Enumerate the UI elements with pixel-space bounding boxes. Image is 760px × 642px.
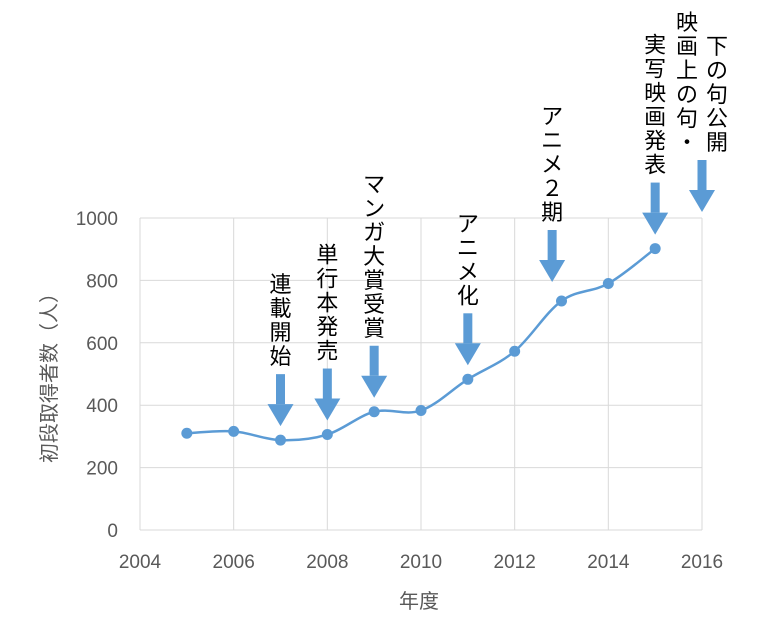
- annotation-arrow-head: [689, 190, 715, 212]
- annotation-arrow-shaft: [276, 374, 285, 405]
- annotation-char: の: [706, 59, 728, 84]
- annotation-char: 化: [457, 284, 479, 309]
- series-points: [181, 243, 661, 446]
- annotation-char: 公: [706, 107, 728, 132]
- annotation-char: メ: [457, 260, 479, 285]
- y-tick-label: 800: [86, 271, 118, 292]
- annotation-char: 開: [706, 131, 728, 156]
- annotation-char: 発: [316, 316, 338, 341]
- annotation-char: 始: [269, 345, 291, 370]
- x-tick-label: 2010: [400, 552, 442, 573]
- y-tick-label: 600: [86, 334, 118, 355]
- annotation-char: ア: [541, 105, 563, 130]
- y-tick-label: 1000: [76, 209, 118, 230]
- annotation-char: 句: [706, 83, 728, 108]
- annotation-char: ガ: [363, 221, 385, 246]
- annotation-char: ・: [676, 131, 698, 156]
- annotation-char: 発: [644, 130, 666, 155]
- annotation-char: 賞: [363, 317, 385, 342]
- x-tick-label: 2008: [306, 552, 348, 573]
- y-tick-label: 200: [86, 459, 118, 480]
- gridlines: [139, 217, 703, 531]
- annotation-arrow-head: [539, 260, 566, 282]
- annotation-char: マ: [363, 173, 385, 198]
- annotation-char: 受: [363, 293, 385, 318]
- y-axis-ticks: 0 200 400 600 800 1000: [76, 209, 118, 542]
- annotation-char: 単: [316, 244, 338, 269]
- annotation-arrow-head: [361, 375, 388, 398]
- annotation-arrow-shaft: [697, 160, 707, 190]
- annotation-char: 上: [676, 59, 698, 84]
- annotation-arrow-head: [314, 398, 341, 421]
- annotation-char: 表: [644, 154, 666, 179]
- annotation-char: 映: [676, 11, 698, 36]
- x-tick-label: 2012: [494, 552, 536, 573]
- annotation-char: 下: [706, 35, 728, 60]
- data-point: [415, 405, 427, 417]
- data-point: [368, 406, 380, 418]
- data-point: [649, 243, 661, 255]
- annotation-char: 連: [269, 273, 291, 298]
- annotation-char: 実: [644, 34, 666, 59]
- annotation-arrow-head: [454, 343, 481, 366]
- data-point: [602, 278, 614, 290]
- annotation-char: 行: [316, 268, 338, 293]
- annotation-arrow-shaft: [547, 230, 557, 260]
- annotation-arrow-shaft: [650, 182, 660, 213]
- annotation-char: 画: [676, 35, 698, 60]
- x-axis-title: 年度: [399, 589, 439, 613]
- data-point: [556, 295, 567, 307]
- data-point: [509, 345, 521, 357]
- annotation-char: 開: [269, 321, 291, 346]
- annotation-char: 期: [541, 201, 563, 226]
- annotation-arrow-head: [267, 404, 294, 427]
- data-point: [181, 427, 193, 439]
- y-tick-label: 0: [107, 521, 118, 542]
- annotation-char: 載: [269, 297, 291, 322]
- data-point: [462, 373, 474, 385]
- annotations: 連載開始単行本発売マンガ大賞受賞アニメ化アニメ２期実写映画発表下の句公開映画上の…: [267, 11, 728, 427]
- y-axis-title: 初段取得者数（人）: [37, 283, 61, 463]
- annotation-char: ２: [541, 177, 563, 202]
- data-point: [321, 429, 333, 441]
- annotation-char: 本: [316, 292, 338, 317]
- annotation-char: 映: [644, 82, 666, 107]
- annotation-char: 売: [316, 340, 338, 365]
- annotation-arrow-head: [642, 212, 669, 235]
- annotation-char: メ: [541, 153, 563, 178]
- y-tick-label: 400: [86, 396, 118, 417]
- annotation-char: 写: [644, 58, 666, 83]
- annotation-char: ニ: [457, 236, 479, 261]
- annotation-char: 大: [363, 245, 385, 270]
- annotation-char: 賞: [363, 269, 385, 294]
- data-point: [228, 425, 240, 437]
- annotation-arrow-shaft: [369, 345, 379, 376]
- annotation-char: ア: [457, 212, 479, 237]
- annotation-char: の: [676, 83, 698, 108]
- annotation-arrow-shaft: [463, 313, 473, 344]
- x-axis-ticks: 2004 2006 2008 2010 2012 2014 2016: [119, 552, 723, 573]
- annotation-char: 画: [644, 106, 666, 131]
- x-tick-label: 2004: [119, 552, 162, 573]
- data-point: [275, 434, 286, 446]
- x-tick-label: 2006: [213, 552, 255, 573]
- annotation-arrow-shaft: [322, 368, 332, 399]
- x-tick-label: 2014: [587, 552, 630, 573]
- annotation-char: 句: [676, 107, 698, 132]
- annotation-char: ン: [363, 197, 385, 222]
- annotation-char: ニ: [541, 129, 563, 154]
- x-tick-label: 2016: [681, 552, 723, 573]
